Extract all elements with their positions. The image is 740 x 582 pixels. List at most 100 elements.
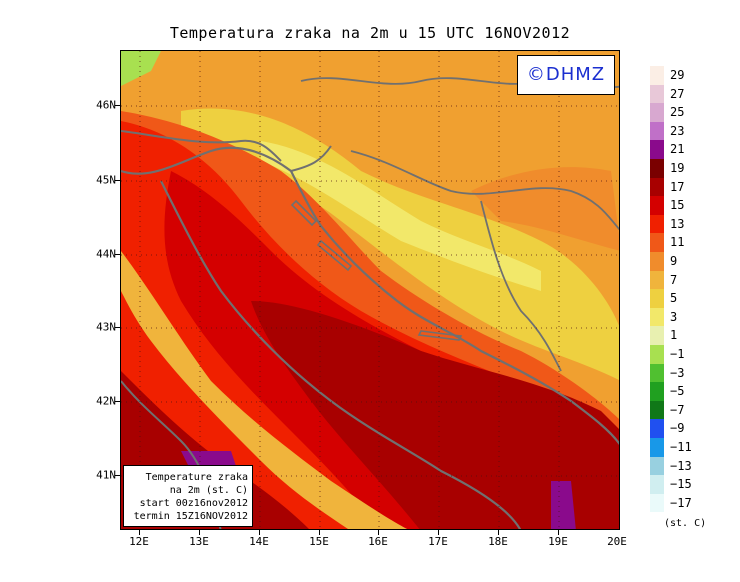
legend-label: 17 — [670, 179, 685, 194]
legend-label: −1 — [670, 347, 685, 361]
island — [417, 330, 463, 341]
lon-tick — [438, 530, 439, 535]
legend-label: 9 — [670, 254, 678, 268]
legend-swatch — [650, 326, 664, 345]
legend-swatch — [650, 84, 664, 104]
lon-tick — [259, 530, 260, 535]
lat-label: 45N — [96, 173, 116, 187]
lon-label: 16E — [368, 535, 388, 548]
legend-label: 11 — [670, 235, 685, 250]
border — [480, 200, 562, 372]
lat-tick — [115, 401, 120, 402]
lat-tick — [115, 327, 120, 328]
legend-swatch — [650, 400, 664, 420]
legend-label: 27 — [670, 86, 685, 101]
lon-label: 12E — [129, 535, 149, 548]
copyright-label: ©DHMZ — [517, 55, 615, 95]
lon-label: 13E — [189, 535, 209, 548]
legend-label: 23 — [670, 123, 685, 138]
info-line: termin 15Z16NOV2012 — [133, 511, 248, 522]
legend-swatch — [650, 456, 664, 476]
legend-label: 29 — [670, 68, 685, 82]
coastline — [290, 145, 332, 172]
temperature-map: ©DHMZ Temperature zraka na 2m (st. C) st… — [120, 50, 620, 530]
legend-label: 1 — [670, 328, 678, 343]
lat-tick — [115, 254, 120, 255]
info-box: Temperature zraka na 2m (st. C) start 00… — [123, 465, 253, 527]
legend-label: 21 — [670, 142, 685, 157]
legend-swatch — [650, 66, 664, 85]
legend-swatch — [650, 307, 664, 327]
lat-tick — [115, 105, 120, 106]
legend-label: −15 — [670, 477, 692, 492]
legend-swatch — [650, 252, 664, 271]
legend-swatch — [650, 382, 664, 401]
warm-spot — [551, 481, 576, 529]
legend-swatch — [650, 419, 664, 438]
lat-label: 41N — [96, 468, 116, 482]
legend-swatch — [650, 270, 664, 290]
legend-label: −13 — [670, 458, 692, 473]
lon-label: 15E — [309, 535, 329, 548]
lat-label: 42N — [96, 394, 116, 408]
lon-label: 18E — [488, 535, 508, 548]
legend-label: 19 — [670, 161, 685, 175]
lat-label: 46N — [96, 98, 116, 112]
info-line: start 00z16nov2012 — [139, 498, 248, 509]
legend-label: −7 — [670, 402, 685, 417]
lon-label: 14E — [249, 535, 269, 548]
legend-swatch — [650, 363, 664, 383]
lon-tick — [558, 530, 559, 535]
sea-zone — [251, 301, 619, 529]
border — [350, 150, 619, 231]
legend-swatch — [650, 493, 664, 513]
legend-swatch — [650, 177, 664, 197]
legend-swatch — [650, 121, 664, 141]
legend-swatch — [650, 140, 664, 159]
lat-label: 44N — [96, 247, 116, 261]
legend-swatch — [650, 233, 664, 252]
lon-tick — [378, 530, 379, 535]
legend-label: −3 — [670, 365, 685, 380]
legend-swatch — [650, 475, 664, 494]
legend-label: −11 — [670, 440, 692, 454]
lon-label: 20E — [607, 535, 627, 548]
lon-tick — [199, 530, 200, 535]
legend-label: 5 — [670, 291, 678, 306]
lon-tick — [139, 530, 140, 535]
legend-swatch — [650, 196, 664, 215]
coastline — [121, 146, 619, 446]
legend-label: −5 — [670, 384, 685, 399]
legend-swatch — [650, 103, 664, 122]
legend-swatch — [650, 214, 664, 234]
legend-swatch — [650, 438, 664, 457]
legend-swatch — [650, 289, 664, 308]
cold-area — [121, 51, 161, 86]
lat-tick — [115, 475, 120, 476]
coastline — [121, 130, 282, 162]
warm-band — [181, 108, 619, 381]
legend-label: 25 — [670, 105, 685, 120]
legend-label: 15 — [670, 198, 685, 213]
legend-label: −17 — [670, 495, 692, 510]
lon-label: 17E — [428, 535, 448, 548]
info-line: Temperature zraka — [145, 472, 248, 483]
legend-label: 3 — [670, 309, 678, 324]
warm-band — [261, 141, 541, 291]
legend-label: −9 — [670, 421, 685, 436]
island — [316, 239, 353, 272]
lon-label: 19E — [548, 535, 568, 548]
legend-label: 13 — [670, 216, 685, 231]
graticule — [121, 51, 619, 529]
island — [290, 199, 318, 227]
legend-units: (st. C) — [664, 518, 707, 529]
legend-label: 7 — [670, 272, 678, 287]
legend-swatch — [650, 159, 664, 178]
lon-tick — [319, 530, 320, 535]
legend-swatch — [650, 345, 664, 364]
map-title: Temperatura zraka na 2m u 15 UTC 16NOV20… — [169, 24, 571, 42]
lat-label: 43N — [96, 320, 116, 334]
lat-tick — [115, 180, 120, 181]
coastline — [160, 180, 522, 529]
info-line: na 2m (st. C) — [169, 485, 248, 496]
